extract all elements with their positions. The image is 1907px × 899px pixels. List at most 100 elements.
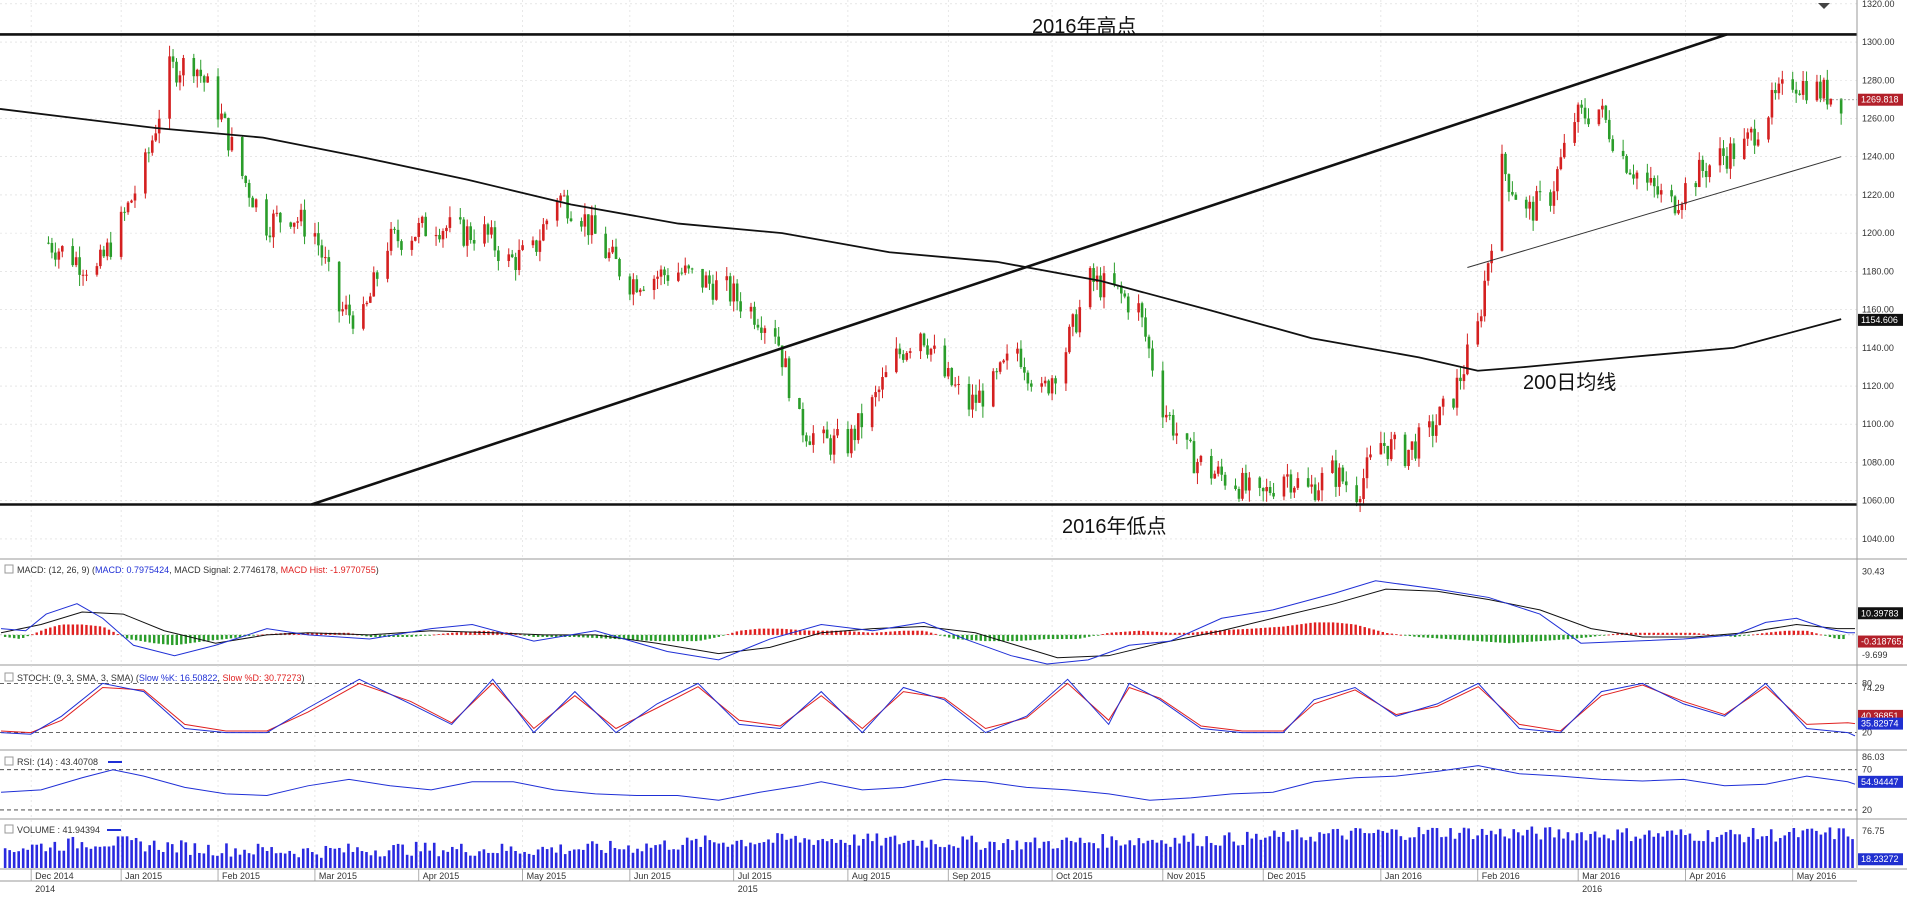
candle-body[interactable] [1459, 377, 1462, 382]
candle-body[interactable] [1673, 196, 1677, 214]
candle-body[interactable] [1248, 477, 1251, 491]
candle-body[interactable] [531, 240, 535, 246]
candle-body[interactable] [704, 275, 708, 288]
candle-body[interactable] [469, 226, 472, 240]
candle-body[interactable] [1604, 105, 1608, 120]
candle-body[interactable] [60, 246, 64, 252]
candle-body[interactable] [1140, 303, 1144, 318]
trendline-short[interactable] [1467, 156, 1842, 269]
candle-body[interactable] [1815, 81, 1819, 101]
candle-body[interactable] [777, 336, 780, 346]
candle-body[interactable] [1438, 406, 1442, 426]
candle-body[interactable] [202, 76, 206, 83]
candle-body[interactable] [324, 257, 327, 259]
candle-body[interactable] [957, 384, 960, 386]
candle-body[interactable] [372, 272, 376, 297]
candle-body[interactable] [1819, 81, 1822, 99]
candle-body[interactable] [1652, 178, 1656, 187]
macd-legend-box[interactable] [4, 564, 14, 574]
candle-body[interactable] [1455, 377, 1459, 408]
candle-body[interactable] [998, 362, 1002, 372]
candle-body[interactable] [1684, 183, 1687, 205]
candle-body[interactable] [656, 276, 659, 279]
candle-body[interactable] [566, 195, 569, 219]
candle-body[interactable] [725, 276, 729, 281]
candle-body[interactable] [1486, 263, 1490, 281]
candle-body[interactable] [1355, 485, 1358, 503]
candle-body[interactable] [1718, 148, 1722, 166]
candle-body[interactable] [123, 211, 126, 213]
candle-body[interactable] [583, 214, 587, 227]
candle-body[interactable] [1677, 209, 1680, 214]
candle-body[interactable] [1774, 89, 1777, 94]
candle-body[interactable] [1826, 79, 1829, 105]
candle-body[interactable] [1538, 191, 1542, 193]
candle-body[interactable] [507, 254, 511, 262]
candle-body[interactable] [1320, 472, 1324, 491]
candle-body[interactable] [493, 227, 497, 251]
candle-body[interactable] [396, 229, 400, 242]
candle-body[interactable] [1151, 348, 1154, 371]
candle-body[interactable] [715, 280, 718, 300]
candle-body[interactable] [1839, 98, 1843, 114]
candle-body[interactable] [1753, 128, 1756, 146]
candle-body[interactable] [497, 250, 500, 262]
candle-body[interactable] [943, 345, 947, 377]
candle-body[interactable] [265, 199, 268, 236]
candle-body[interactable] [1798, 93, 1801, 95]
candle-body[interactable] [877, 389, 881, 393]
candle-body[interactable] [521, 245, 524, 250]
candle-body[interactable] [1746, 132, 1750, 139]
candle-body[interactable] [514, 257, 517, 271]
candle-body[interactable] [822, 429, 825, 434]
candle-body[interactable] [1050, 378, 1054, 394]
candle-body[interactable] [109, 242, 113, 257]
candle-body[interactable] [220, 113, 223, 120]
candle-body[interactable] [739, 301, 742, 312]
candle-body[interactable] [223, 113, 227, 118]
candle-body[interactable] [230, 137, 234, 151]
candle-body[interactable] [535, 240, 538, 252]
candle-body[interactable] [1088, 268, 1092, 308]
candle-body[interactable] [195, 69, 199, 77]
candle-body[interactable] [510, 254, 514, 258]
candle-body[interactable] [1410, 441, 1414, 450]
candle-body[interactable] [666, 275, 670, 281]
candle-body[interactable] [375, 272, 379, 279]
candle-body[interactable] [604, 233, 607, 259]
candle-body[interactable] [420, 216, 424, 224]
candle-body[interactable] [756, 324, 760, 328]
candle-body[interactable] [555, 200, 559, 221]
candle-body[interactable] [1296, 478, 1300, 488]
candle-body[interactable] [811, 433, 815, 445]
candle-body[interactable] [168, 56, 171, 119]
candle-body[interactable] [1261, 487, 1265, 492]
candle-body[interactable] [1047, 380, 1050, 394]
candle-body[interactable] [1656, 186, 1660, 195]
candle-body[interactable] [1552, 191, 1556, 206]
candle-body[interactable] [680, 272, 684, 274]
candle-body[interactable] [801, 408, 805, 436]
stoch-legend-box[interactable] [4, 672, 14, 682]
candle-body[interactable] [1102, 273, 1106, 298]
candle-body[interactable] [1023, 366, 1026, 373]
candle-body[interactable] [611, 246, 614, 253]
candle-body[interactable] [244, 175, 248, 183]
candle-body[interactable] [971, 394, 974, 410]
candle-body[interactable] [1310, 484, 1313, 487]
candle-body[interactable] [1293, 487, 1296, 493]
candle-body[interactable] [1272, 492, 1275, 497]
candle-body[interactable] [1535, 191, 1538, 221]
candle-body[interactable] [105, 242, 109, 257]
candle-body[interactable] [1500, 153, 1504, 251]
candle-body[interactable] [254, 199, 258, 208]
candle-body[interactable] [199, 69, 203, 77]
candle-body[interactable] [1075, 314, 1078, 333]
candle-body[interactable] [1078, 307, 1082, 333]
candle-body[interactable] [337, 261, 341, 312]
candle-body[interactable] [690, 268, 694, 270]
candle-body[interactable] [78, 257, 81, 275]
candle-body[interactable] [71, 246, 74, 266]
candle-body[interactable] [1258, 477, 1262, 488]
candle-body[interactable] [320, 245, 324, 258]
